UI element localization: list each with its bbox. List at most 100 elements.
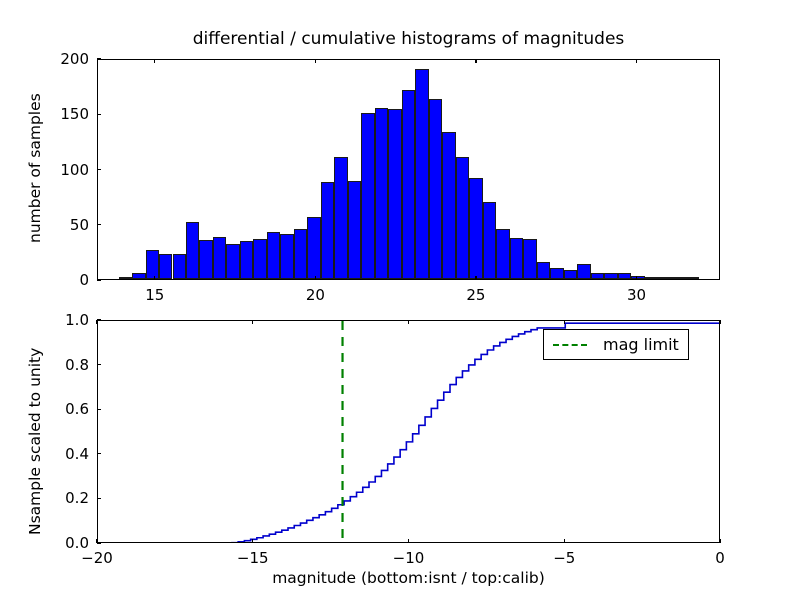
bottom-x-tick-mark [563, 539, 565, 543]
histogram-bar [590, 273, 605, 279]
histogram-bar [172, 253, 186, 279]
top-y-tick-mark [97, 279, 101, 281]
histogram-bar [509, 238, 524, 279]
bottom-x-tick-mark [96, 320, 98, 324]
histogram-bar [550, 267, 564, 279]
histogram-bar [361, 113, 375, 279]
bottom-y-tick-mark [97, 408, 101, 410]
bottom-y-tick-mark [97, 363, 101, 366]
legend[interactable]: mag limit [543, 329, 689, 360]
top-plot-area [98, 60, 719, 279]
top-y-tick-label: 100 [60, 160, 89, 179]
histogram-bar [226, 243, 240, 279]
legend-dash-icon [553, 343, 587, 346]
histogram-bar [604, 273, 618, 279]
top-x-tick-mark [154, 276, 156, 280]
top-x-tick-label: 15 [145, 286, 165, 304]
top-x-tick-mark [314, 276, 317, 280]
histogram-bar [644, 276, 659, 279]
histogram-bar [442, 132, 456, 279]
top-x-tick-mark [475, 59, 477, 63]
top-x-tick-label: 30 [626, 286, 647, 304]
top-y-tick-mark [97, 58, 101, 60]
histogram-bar [496, 229, 510, 279]
top-x-tick-label: 20 [305, 286, 325, 304]
cumulative-curve-svg [231, 321, 719, 542]
bottom-x-tick-mark [252, 539, 254, 543]
histogram-bar [293, 229, 308, 279]
bottom-y-tick-label: 1.0 [65, 311, 89, 329]
histogram-bar [536, 262, 551, 279]
histogram-bar [523, 239, 537, 279]
top-y-tick-label: 150 [60, 105, 89, 124]
bottom-x-tick-mark [96, 539, 98, 543]
top-x-tick-mark [475, 276, 477, 280]
histogram-bar [185, 221, 200, 279]
bottom-x-tick-label: −5 [553, 549, 576, 567]
histogram-bar [132, 273, 146, 279]
histogram-bar [159, 253, 173, 279]
bottom-plot-area [98, 321, 719, 542]
histogram-bar [253, 239, 267, 279]
histogram-bar [307, 217, 321, 279]
bottom-y-tick-mark [97, 453, 101, 455]
bottom-y-tick-label: 0.8 [65, 355, 89, 374]
top-x-tick-label: 25 [466, 286, 486, 304]
top-y-tick-mark [97, 113, 101, 115]
legend-label-mag-limit: mag limit [603, 335, 679, 354]
top-y-tick-label: 50 [69, 215, 89, 234]
bottom-y-tick-label: 0.0 [65, 534, 89, 552]
bottom-x-tick-label: −10 [392, 549, 425, 567]
histogram-bar [320, 181, 335, 279]
top-histogram-axes [97, 59, 720, 280]
bottom-x-tick-label: −15 [236, 549, 269, 567]
bottom-y-tick-mark [97, 497, 101, 500]
histogram-bar [212, 237, 227, 279]
histogram-bar [118, 276, 133, 279]
histogram-bar [401, 90, 416, 279]
histogram-bar [617, 273, 632, 279]
histogram-bar [577, 263, 591, 279]
top-y-tick-mark [97, 168, 101, 171]
bottom-x-tick-mark [719, 320, 721, 324]
histogram-bar [671, 277, 686, 279]
bottom-y-tick-mark [97, 542, 101, 544]
histogram-bar [415, 69, 429, 279]
bottom-x-tick-label: −20 [81, 549, 113, 567]
histogram-bar [199, 240, 213, 279]
histogram-bar [374, 107, 389, 279]
bottom-x-tick-label: 0 [715, 549, 725, 567]
bottom-x-tick-mark [407, 539, 410, 543]
histogram-bar [482, 201, 497, 279]
bottom-y-tick-mark [97, 319, 101, 321]
histogram-bar [388, 108, 402, 279]
histogram-bar [658, 276, 672, 279]
histogram-bar [266, 231, 281, 279]
top-x-tick-mark [635, 59, 638, 63]
histogram-bar [631, 275, 645, 279]
histogram-bar [685, 277, 699, 279]
top-x-tick-mark [154, 59, 156, 63]
histogram-bar [563, 270, 578, 279]
top-y-tick-mark [97, 224, 101, 226]
bottom-y-tick-label: 0.6 [65, 400, 89, 419]
histogram-bar [239, 241, 254, 279]
top-y-tick-label: 200 [60, 50, 89, 68]
histogram-bar [428, 98, 443, 279]
histogram-bar [347, 180, 362, 279]
top-y-tick-label: 0 [79, 271, 89, 289]
bottom-x-tick-mark [563, 320, 565, 324]
bottom-y-tick-label: 0.2 [65, 489, 89, 508]
histogram-bar [469, 178, 483, 279]
top-x-tick-mark [314, 59, 317, 63]
histogram-bar [455, 157, 470, 279]
histogram-bar [145, 250, 159, 279]
bottom-x-tick-mark [252, 320, 254, 324]
bottom-x-tick-mark [407, 320, 410, 324]
top-x-tick-mark [635, 276, 638, 280]
histogram-bar [280, 233, 294, 279]
cumulative-step-line [231, 322, 719, 542]
bottom-y-tick-label: 0.4 [65, 444, 89, 463]
bottom-x-tick-mark [719, 539, 721, 543]
